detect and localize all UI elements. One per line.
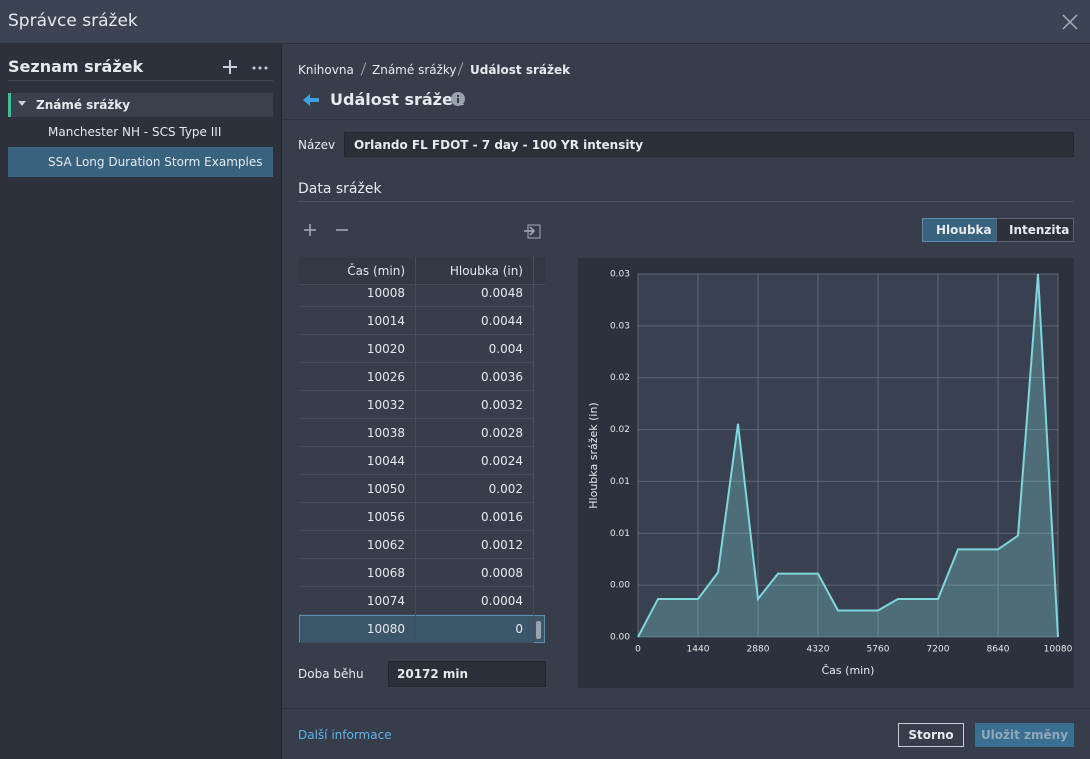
table-cell: 10074 (299, 587, 416, 615)
table-cell: 0 (416, 615, 534, 643)
breadcrumb[interactable]: Knihovna (298, 63, 354, 77)
table-cell: 10050 (299, 475, 416, 503)
sidebar-title: Seznam srážek (8, 57, 144, 76)
name-input[interactable] (344, 132, 1074, 157)
table-cell: 0.0012 (416, 531, 534, 559)
selected-item-bg (8, 147, 273, 177)
group-label: Známé srážky (36, 98, 131, 112)
y-axis-label: Hloubka srážek (in) (587, 402, 600, 508)
save-button[interactable]: Uložit změny (975, 723, 1074, 747)
x-tick-label: 10080 (1044, 645, 1073, 655)
divider (282, 708, 1090, 709)
area (638, 274, 1058, 637)
table-cell: 0.0044 (416, 307, 534, 335)
table-cell: 10056 (299, 503, 416, 531)
table-cell: 10014 (299, 307, 416, 335)
separator (457, 62, 464, 76)
table-cell: 0.0028 (416, 419, 534, 447)
y-tick-label: 0.00 (610, 581, 630, 591)
table-cell: 10068 (299, 559, 416, 587)
table-cell: 0.0032 (416, 391, 534, 419)
x-tick-label: 2880 (747, 645, 770, 655)
duration-value: 20172 min (397, 667, 469, 681)
section-title: Data srážek (298, 181, 382, 197)
y-tick-label: 0.03 (610, 270, 630, 280)
table-cell: 0.004 (416, 335, 534, 363)
table-cell: 10020 (299, 335, 416, 363)
list-item[interactable]: Manchester NH - SCS Type III (48, 125, 222, 139)
table-cell: 0.0036 (416, 363, 534, 391)
table-cell: 0.002 (416, 475, 534, 503)
duration-input[interactable] (388, 661, 546, 687)
x-tick-label: 8640 (987, 645, 1010, 655)
plot-area (638, 274, 1058, 637)
list-item[interactable]: SSA Long Duration Storm Examples (48, 155, 263, 169)
y-tick-label: 0.02 (610, 425, 630, 435)
breadcrumb[interactable]: Známé srážky (372, 63, 457, 77)
title-bar (0, 0, 1090, 44)
toggle-label[interactable]: Hloubka (936, 223, 992, 237)
table-header: Hloubka (in) (416, 257, 534, 285)
table-cell: 10008 (299, 279, 416, 307)
x-tick-label: 1440 (687, 645, 710, 655)
table-cell: 0.0016 (416, 503, 534, 531)
toggle-active[interactable] (922, 218, 997, 242)
name-label: Název (298, 138, 336, 152)
breadcrumb-current: Událost srážek (470, 63, 571, 77)
data-table: 10008 0.0048 10014 0.0044 10020 0.004 10026 0.0… (299, 257, 545, 643)
info-icon[interactable] (451, 92, 465, 106)
table-cell: 10080 (299, 615, 416, 643)
table-cell: 0.0004 (416, 587, 534, 615)
table-cell: 0.0048 (416, 279, 534, 307)
y-tick-label: 0.00 (610, 633, 630, 643)
table-cell: 10044 (299, 447, 416, 475)
name-value: Orlando FL FDOT - 7 day - 100 YR intensi… (354, 138, 644, 152)
heading: Událost srážek (330, 90, 464, 109)
selected-row (299, 615, 545, 643)
table-toolbar[interactable] (302, 222, 552, 240)
more-info-link[interactable]: Další informace (298, 728, 392, 742)
duration-label: Doba běhu (298, 667, 364, 681)
table-cell: 0.0008 (416, 559, 534, 587)
chart: 0 1440 2880 4320 5760 7200 8640 10080 0.00 0.00 0.… (578, 258, 1074, 688)
toggle-label[interactable]: Intenzita (1009, 223, 1070, 237)
scrollbar (536, 621, 541, 639)
toggle-inactive[interactable] (996, 218, 1074, 242)
table-cell: 10062 (299, 531, 416, 559)
table-cell: 10032 (299, 391, 416, 419)
window-title: Správce srážek (8, 11, 138, 31)
separator (360, 62, 367, 76)
table-cell: 10026 (299, 363, 416, 391)
cancel-button[interactable]: Storno (898, 723, 964, 747)
x-tick-label: 5760 (867, 645, 890, 655)
y-tick-label: 0.02 (610, 373, 630, 383)
sidebar-actions[interactable] (222, 59, 272, 75)
divider (282, 119, 1090, 120)
x-tick-label: 7200 (927, 645, 950, 655)
table-cell: 0.0024 (416, 447, 534, 475)
x-tick-label: 4320 (807, 645, 830, 655)
y-tick-label: 0.03 (610, 321, 630, 331)
x-axis-label: Čas (min) (822, 664, 875, 677)
line (637, 273, 1059, 638)
group-row[interactable] (8, 93, 273, 117)
table-cell: 10038 (299, 419, 416, 447)
y-tick-label: 0.01 (610, 529, 630, 539)
close-button[interactable] (1062, 14, 1078, 30)
back-button[interactable] (302, 93, 320, 107)
divider (8, 80, 273, 81)
expand-icon (18, 101, 26, 106)
x-tick-label: 0 (635, 645, 641, 655)
divider (298, 201, 1074, 202)
table-header: Čas (min) (299, 257, 416, 285)
y-tick-label: 0.01 (610, 477, 630, 487)
